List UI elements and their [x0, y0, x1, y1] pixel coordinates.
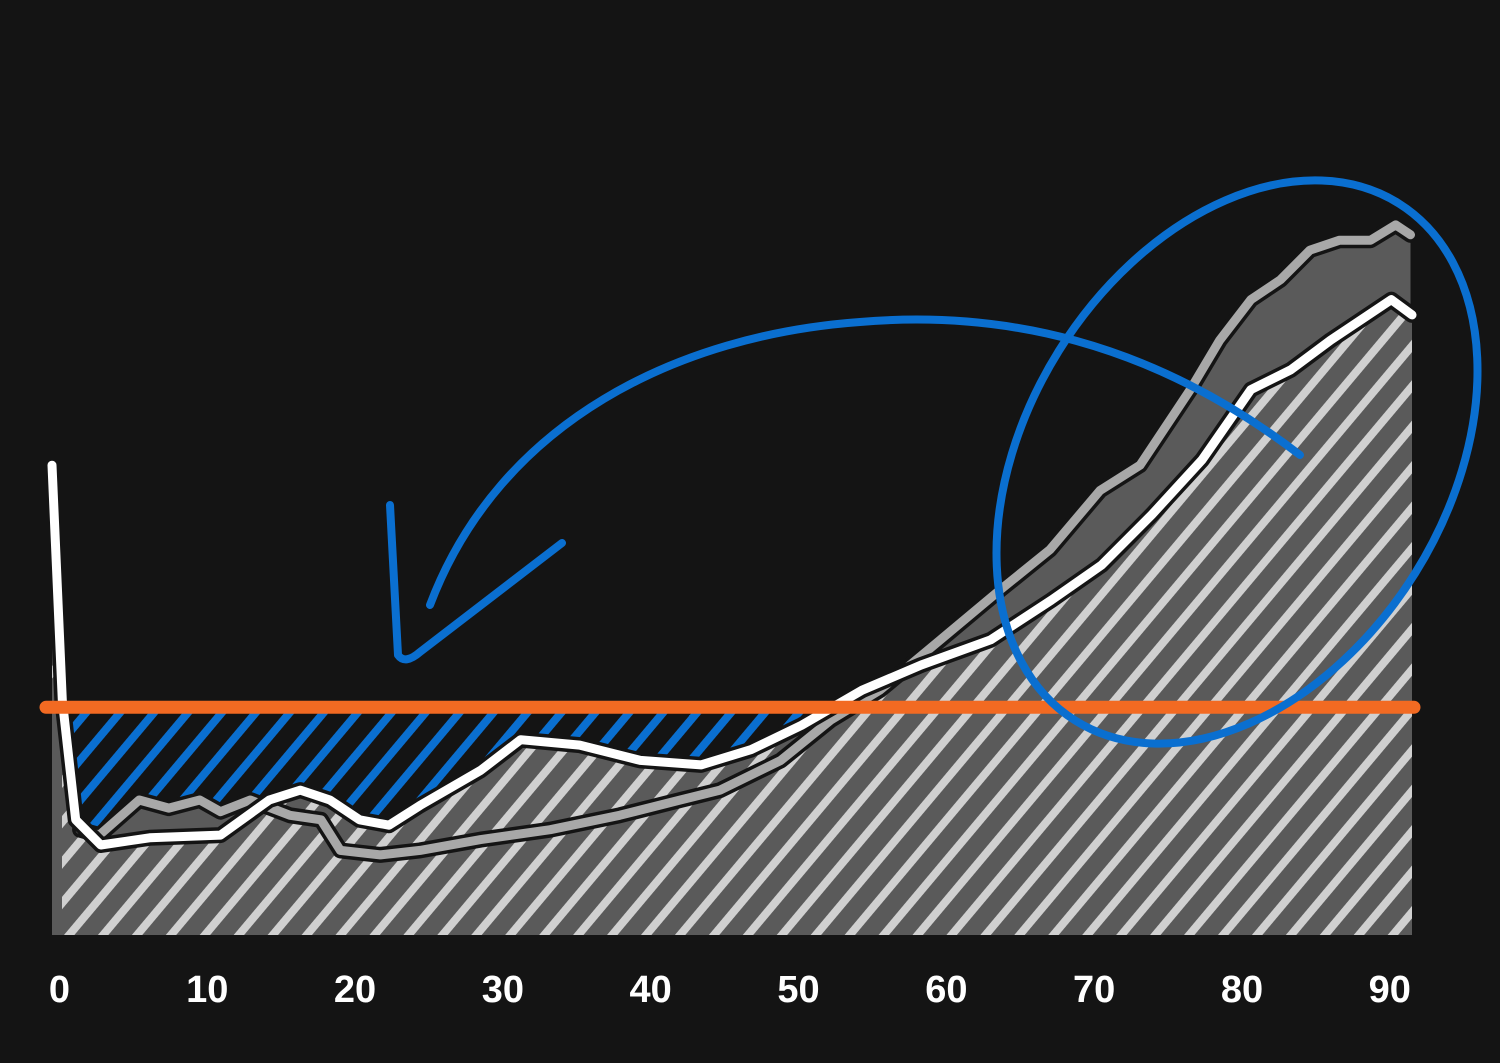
line [75, 220, 1415, 860]
left-edge [52, 700, 62, 935]
x-tick-label: 60 [925, 969, 967, 1011]
x-tick-label: 20 [334, 969, 376, 1011]
x-tick-label: 80 [1221, 969, 1263, 1011]
lower-area [52, 299, 1412, 936]
highlight-ellipse [992, 176, 1482, 748]
x-tick-label: 50 [777, 969, 819, 1011]
line [47, 295, 1417, 850]
x-tick-label: 10 [186, 969, 228, 1011]
x-tick-label: 0 [49, 969, 70, 1011]
x-tick-label: 40 [630, 969, 672, 1011]
arrow-curve [426, 315, 1304, 609]
x-tick-label: 30 [482, 969, 524, 1011]
plot: 0 10 20 30 40 50 60 70 80 90 [39, 216, 1421, 1011]
annotation [386, 176, 1482, 748]
arrow-head [386, 501, 566, 664]
x-tick-label: 70 [1073, 969, 1115, 1011]
x-tick-label: 90 [1369, 969, 1411, 1011]
